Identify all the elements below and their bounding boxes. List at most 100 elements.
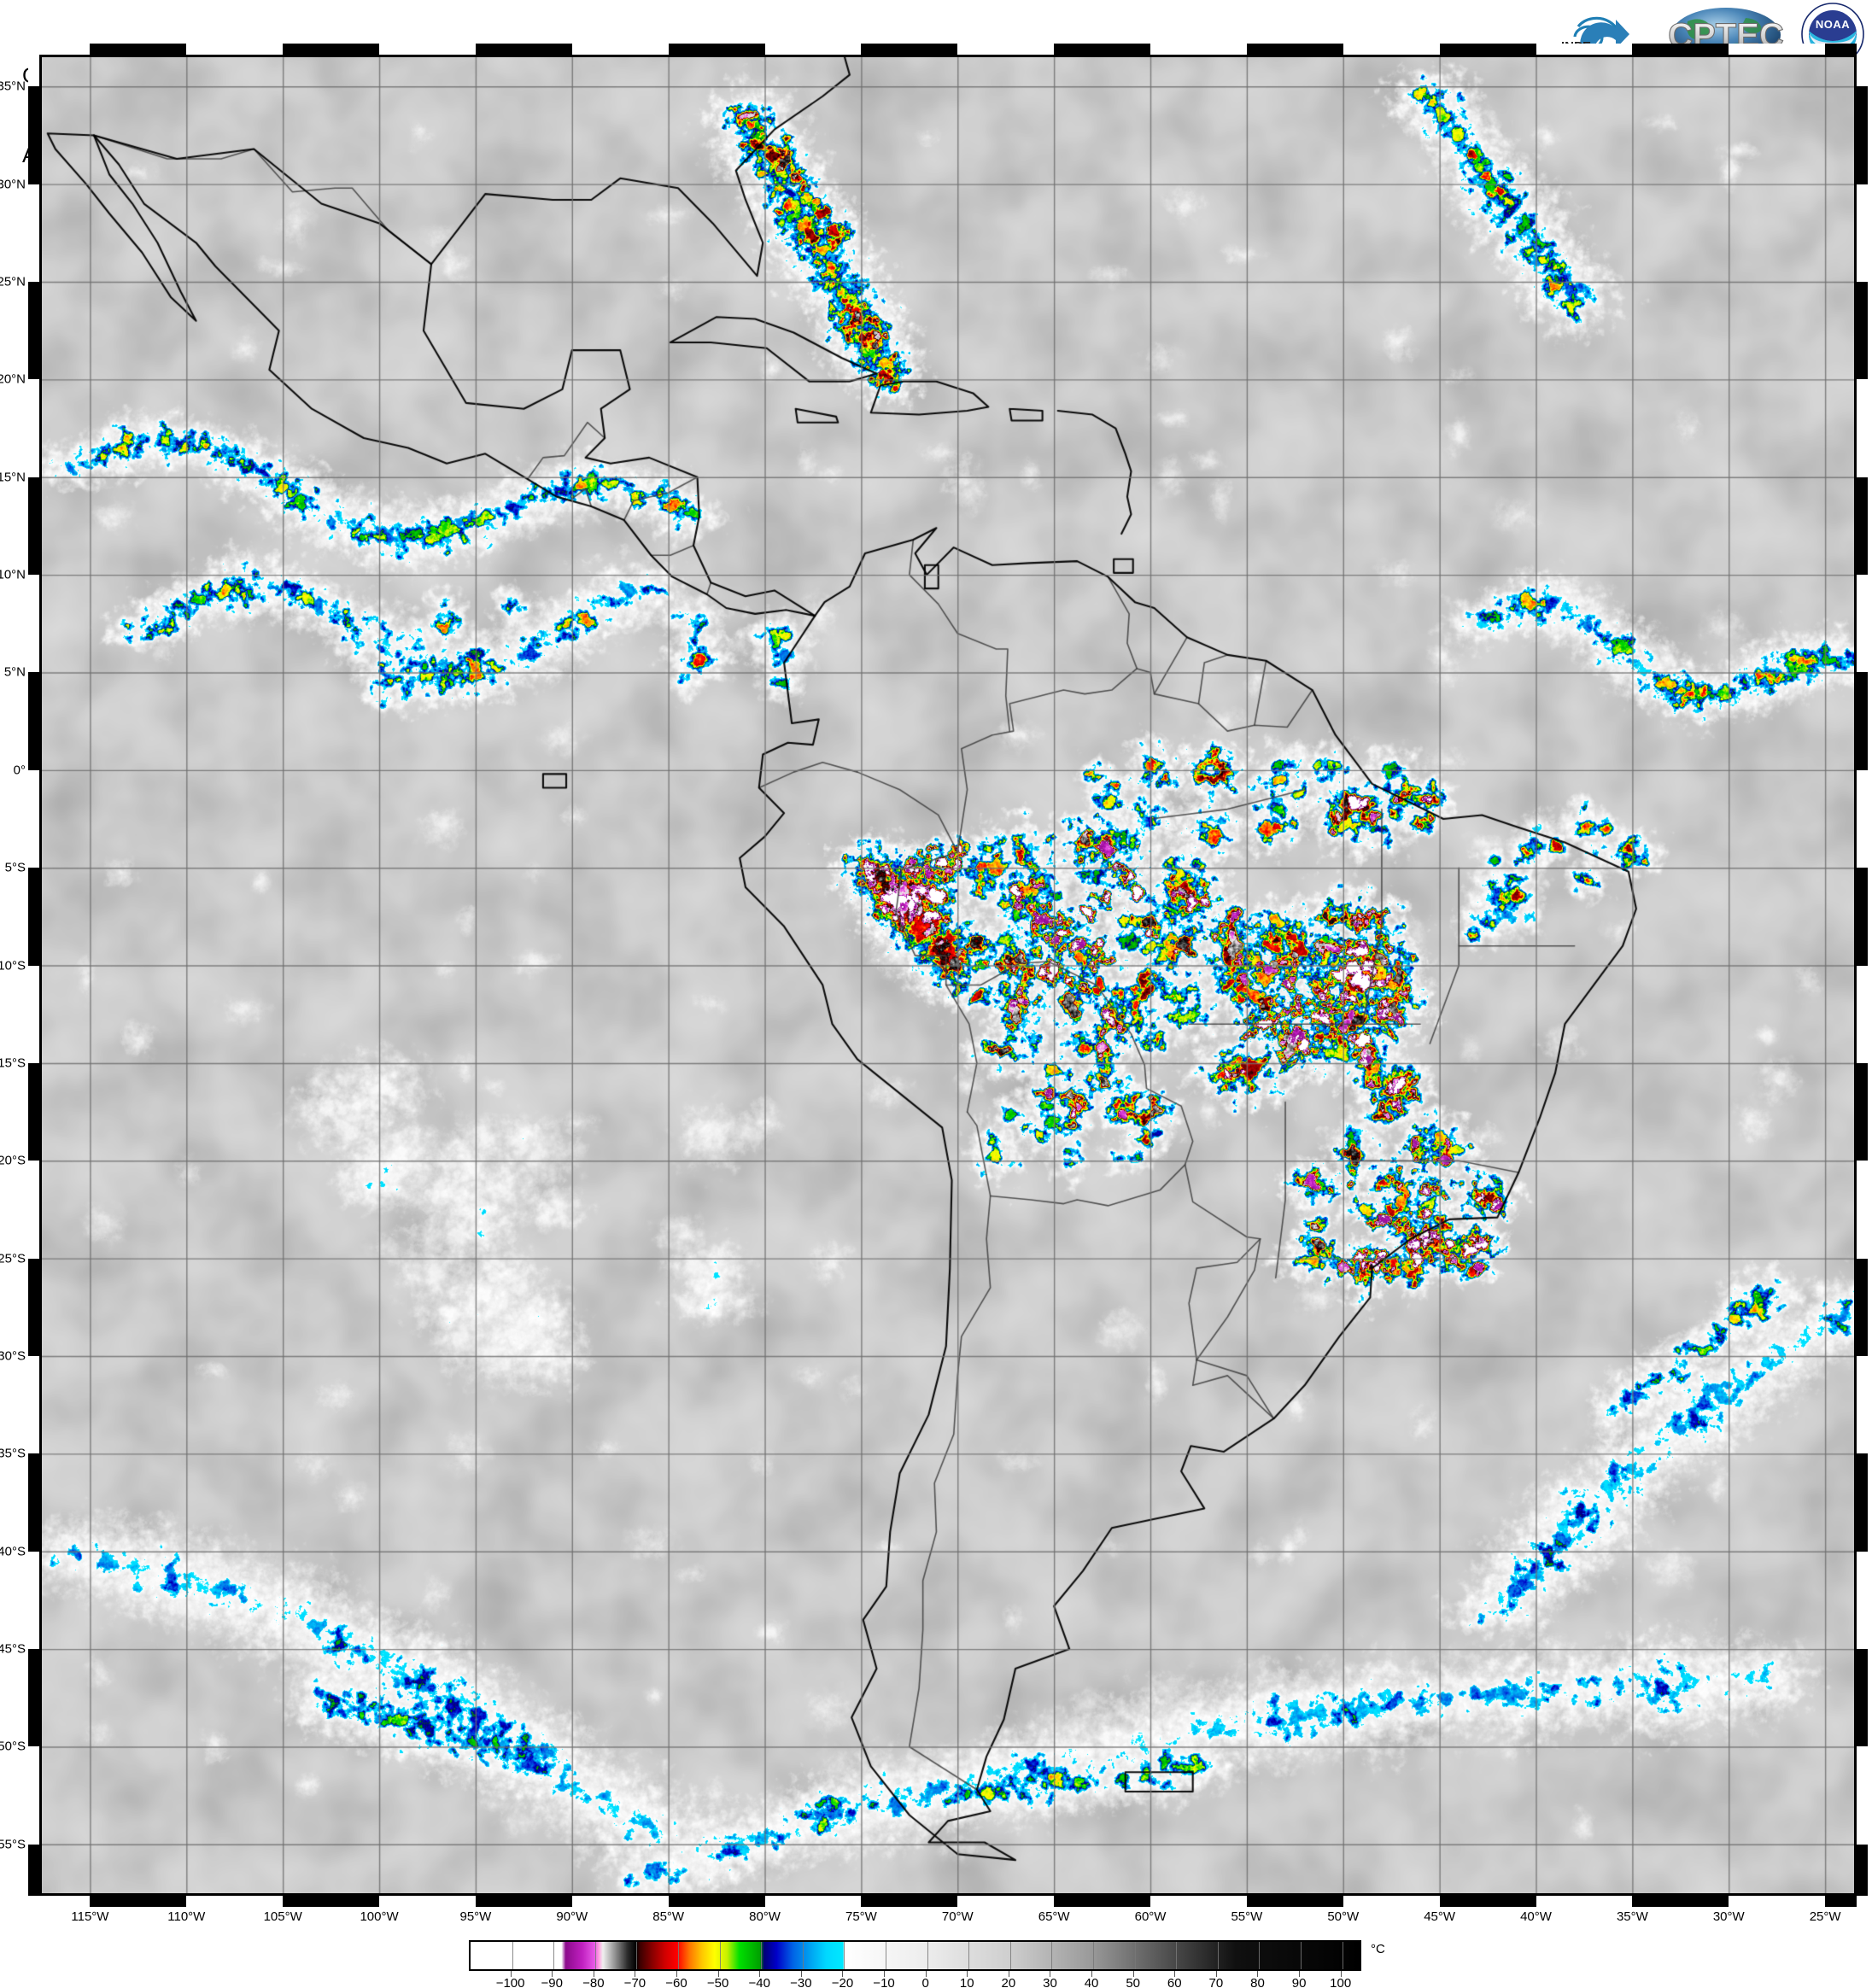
colorbar-gridline [1259,1942,1261,1969]
tick-segment [1536,44,1633,55]
tick-segment [28,575,39,673]
tick-segment [1857,1356,1868,1454]
tick-segment [28,379,39,477]
latitude-label: 5°N [3,664,26,680]
colorbar-gridline [761,1942,763,1969]
colorbar-tick-label: 100 [1330,1976,1352,1988]
colorbar-tick-label: −20 [831,1976,854,1988]
colorbar-tick-label: 20 [1001,1976,1016,1988]
tick-segment [28,1746,39,1845]
latitude-label: 30°S [0,1348,26,1364]
tick-segment [283,44,380,55]
tick-segment [28,1453,39,1552]
colorbar-tick-label: 90 [1291,1976,1307,1988]
tick-segment [1857,86,1868,184]
colorbar-tick [1340,1971,1342,1977]
tick-segment [1857,1161,1868,1259]
tick-segment [28,1844,39,1896]
colorbar-tick-label: −40 [748,1976,770,1988]
tick-segment [1439,1896,1536,1907]
tick-segment [1857,379,1868,477]
colorbar-tick [1299,1971,1301,1977]
colorbar-tick [1091,1971,1093,1977]
latitude-label: 55°S [0,1837,26,1852]
tick-segment [1857,769,1868,868]
tick-segment [1343,1896,1440,1907]
latitude-label: 30°N [0,177,26,192]
latitude-label: 20°N [0,371,26,387]
latitude-label: 35°S [0,1446,26,1461]
colorbar-tick [552,1971,553,1977]
longitude-label: 70°W [941,1909,974,1924]
longitude-label: 105°W [263,1909,302,1924]
tick-segment [379,1896,476,1907]
latitude-label: 5°S [4,860,26,875]
tick-segment [1150,44,1247,55]
svg-text:NOAA: NOAA [1816,18,1850,31]
colorbar-gradient [471,1942,1360,1969]
colorbar-gridline [1093,1942,1095,1969]
tick-segment [1857,184,1868,283]
colorbar-tick-label: −50 [706,1976,729,1988]
longitude-label: 30°W [1712,1909,1745,1924]
tick-segment [39,1896,91,1907]
tick-segment [571,1896,669,1907]
colorbar-tick-label: 40 [1084,1976,1099,1988]
colorbar-tick-label: −90 [541,1976,563,1988]
colorbar-tick [884,1971,886,1977]
tick-segment [28,55,39,87]
tick-segment [28,1649,39,1747]
tick-segment [861,44,958,55]
tick-segment [28,1258,39,1356]
colorbar-gridline [678,1942,680,1969]
tick-segment [1246,44,1343,55]
colorbar-tick-label: 70 [1208,1976,1224,1988]
colorbar-tick-label: 50 [1126,1976,1141,1988]
tick-segment [1857,282,1868,380]
tick-segment [1632,44,1729,55]
tick-segment [1825,1896,1857,1907]
colorbar-gridline [1217,1942,1219,1969]
colorbar-gridline [512,1942,513,1969]
longitude-label: 35°W [1616,1909,1648,1924]
tick-segment [1857,55,1868,87]
tick-segment [1857,1649,1868,1747]
colorbar-tick [1215,1971,1217,1977]
satellite-imagery-canvas [42,57,1854,1893]
longitude-label: 55°W [1231,1909,1263,1924]
tick-segment [28,1551,39,1650]
longitude-label: 95°W [459,1909,492,1924]
tick-segment [1054,44,1151,55]
tick-segment [861,1896,958,1907]
colorbar-gridline [1134,1942,1136,1969]
latitude-label: 15°S [0,1055,26,1071]
longitude-label: 80°W [749,1909,781,1924]
tick-segment [957,1896,1055,1907]
colorbar-tick-label: −80 [582,1976,605,1988]
tick-segment [90,1896,187,1907]
tick-segment [668,1896,765,1907]
tick-segment [28,282,39,380]
colorbar-gridline [553,1942,555,1969]
colorbar-tick [842,1971,844,1977]
longitude-label: 110°W [167,1909,206,1924]
colorbar-tick-label: −100 [495,1976,525,1988]
longitude-label: 50°W [1327,1909,1360,1924]
tick-segment [1536,1896,1633,1907]
tick-segment [1857,477,1868,576]
tick-segment [1729,1896,1826,1907]
tick-segment [1857,868,1868,966]
latitude-label: 50°S [0,1739,26,1754]
tick-segment [1343,44,1440,55]
tick-segment [1632,1896,1729,1907]
longitude-label: 90°W [556,1909,588,1924]
tick-segment [1825,44,1857,55]
colorbar-tick-label: 10 [959,1976,974,1988]
tick-segment [1246,1896,1343,1907]
colorbar-tick-label: 60 [1167,1976,1182,1988]
tick-segment [764,44,862,55]
satellite-map[interactable] [39,55,1857,1896]
tick-segment [28,1062,39,1161]
colorbar-gridline [636,1942,638,1969]
tick-segment [39,44,91,55]
